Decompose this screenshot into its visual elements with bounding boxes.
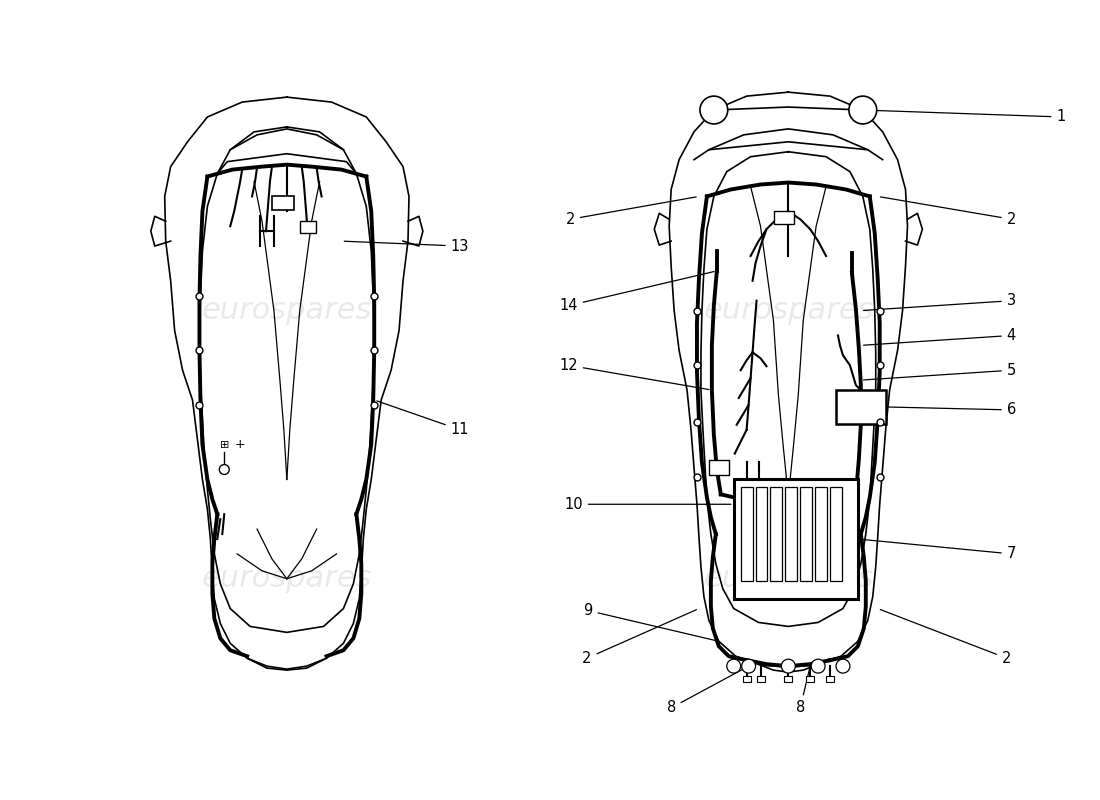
Bar: [756, 487, 768, 581]
Text: 2: 2: [880, 197, 1016, 226]
Circle shape: [700, 96, 728, 124]
Circle shape: [781, 659, 795, 673]
Circle shape: [849, 96, 877, 124]
Bar: [757, 676, 764, 682]
Text: 1: 1: [866, 110, 1066, 125]
Bar: [784, 676, 792, 682]
Circle shape: [811, 659, 825, 673]
Text: 12: 12: [559, 358, 710, 390]
Text: eurospares: eurospares: [201, 564, 372, 594]
Bar: [272, 197, 294, 210]
Bar: [299, 222, 316, 233]
Text: 5: 5: [864, 362, 1016, 380]
Text: 9: 9: [583, 603, 716, 641]
Bar: [742, 676, 750, 682]
Circle shape: [741, 659, 756, 673]
Text: ⊞: ⊞: [220, 440, 229, 450]
Text: 8: 8: [667, 667, 746, 715]
Circle shape: [727, 659, 740, 673]
Bar: [830, 487, 842, 581]
Text: 7: 7: [860, 539, 1016, 562]
Bar: [836, 390, 886, 424]
Bar: [801, 487, 812, 581]
Text: +: +: [235, 438, 245, 451]
Text: 14: 14: [559, 271, 714, 313]
Bar: [708, 459, 728, 475]
Text: 8: 8: [795, 669, 810, 715]
Bar: [740, 487, 752, 581]
Text: 2: 2: [880, 610, 1011, 666]
Text: eurospares: eurospares: [703, 296, 873, 325]
Text: 10: 10: [564, 497, 730, 512]
Circle shape: [836, 659, 850, 673]
Text: 2: 2: [565, 197, 696, 226]
Bar: [770, 487, 782, 581]
Bar: [785, 487, 798, 581]
Text: 6: 6: [889, 402, 1016, 418]
Circle shape: [219, 465, 229, 474]
Text: 4: 4: [864, 328, 1016, 345]
Bar: [806, 676, 814, 682]
Text: 11: 11: [377, 401, 470, 438]
Text: eurospares: eurospares: [703, 564, 873, 594]
Text: eurospares: eurospares: [201, 296, 372, 325]
Text: 2: 2: [582, 610, 696, 666]
Bar: [734, 479, 858, 598]
Bar: [815, 487, 827, 581]
Bar: [774, 211, 794, 224]
Text: 3: 3: [864, 293, 1016, 310]
Text: 13: 13: [344, 238, 469, 254]
Bar: [826, 676, 834, 682]
